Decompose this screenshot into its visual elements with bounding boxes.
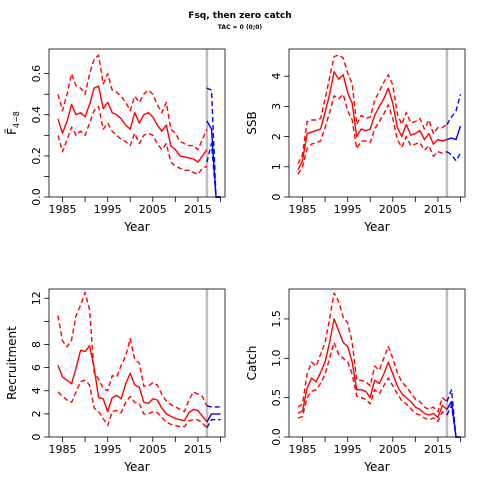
catch-y-axis-label: Catch <box>245 346 259 381</box>
ssb-x-tick-label: 2015 <box>424 203 452 216</box>
ssb-series-hist_median <box>297 70 448 171</box>
recruitment-panel: 1985 1995 2005 2015 0 2 4 6 8 12 Year Recruitment <box>5 288 226 474</box>
fbar-y-tick-label: 0.2 <box>30 147 43 165</box>
catch-series-hist_upper <box>297 292 448 413</box>
recruitment-x-tick-label: 1995 <box>94 443 122 456</box>
catch-y-tick-label: 1.0 <box>270 350 283 368</box>
catch-x-axis-label: Year <box>363 460 389 474</box>
recruitment-y-tick-label: 12 <box>30 291 43 305</box>
recruitment-x-axis-label: Year <box>123 460 149 474</box>
ssb-x-tick-label: 2005 <box>379 203 407 216</box>
recruitment-y-tick-label: 8 <box>30 341 43 348</box>
catch-y-tick-label: 0.5 <box>270 389 283 407</box>
ssb-series-hist_upper <box>297 54 448 165</box>
catch-panel: 1985 1995 2005 2015 0.0 0.5 1.0 1.5 Year Catch <box>245 288 466 474</box>
recruitment-series-hist_upper <box>57 291 208 413</box>
catch-series-hist_median <box>297 318 448 418</box>
ssb-plot-frame <box>288 48 466 198</box>
fbar-series-hist_lower <box>57 105 208 176</box>
ssb-x-tick-label: 1985 <box>289 203 317 216</box>
recruitment-series-hist_median <box>57 345 208 423</box>
chart-title: Fsq, then zero catch <box>188 11 292 21</box>
catch-x-tick-label: 2005 <box>379 443 407 456</box>
chart-subtitle: TAC = 0 (0;0) <box>217 24 263 31</box>
ssb-y-tick-label: 2 <box>270 133 283 140</box>
ssb-y-axis-label: SSB <box>245 111 259 134</box>
ssb-y-tick-label: 3 <box>270 103 283 110</box>
catch-y-tick-label: 1.5 <box>270 310 283 328</box>
recruitment-x-tick-label: 2005 <box>139 443 167 456</box>
recruitment-y-tick-label: 6 <box>30 364 43 371</box>
catch-plot-frame <box>288 288 466 438</box>
recruitment-series-proj_upper <box>206 405 221 408</box>
recruitment-y-tick-label: 0 <box>30 434 43 441</box>
ssb-series-proj_upper <box>446 94 462 125</box>
recruitment-plot-frame <box>48 288 226 438</box>
recruitment-series-proj_lower <box>206 419 221 429</box>
ssb-y-tick-label: 4 <box>270 73 283 80</box>
ssb-y-tick-label: 0 <box>270 194 283 201</box>
recruitment-series-proj_median <box>206 413 221 423</box>
fbar-x-tick-label: 2015 <box>184 203 212 216</box>
ssb-series-hist_lower <box>297 93 448 175</box>
fbar-y-axis-label-subscript: 4−8 <box>12 111 21 128</box>
recruitment-y-axis-label: Recruitment <box>5 326 19 400</box>
fbar-x-tick-label: 1985 <box>49 203 77 216</box>
fbar-x-tick-label: 2005 <box>139 203 167 216</box>
fbar-y-axis-label: F̄4−8 <box>5 111 21 135</box>
fbar-x-tick-label: 1995 <box>94 203 122 216</box>
recruitment-y-tick-label: 4 <box>30 387 43 394</box>
fbar-y-tick-label: 0.0 <box>30 188 43 206</box>
ssb-series-proj_median <box>446 125 462 141</box>
fbar-panel: 1985 1995 2005 2015 0.0 0.2 0.4 0.6 Year F̄4−8 <box>5 48 226 234</box>
fbar-x-axis-label: Year <box>123 220 149 234</box>
fbar-plot-frame <box>48 48 226 198</box>
catch-y-tick-label: 0.0 <box>270 428 283 446</box>
ssb-series-proj_lower <box>446 151 462 162</box>
recruitment-x-tick-label: 1985 <box>49 443 77 456</box>
catch-series-hist_lower <box>297 341 448 422</box>
ssb-panel: 1985 1995 2005 2015 0 1 2 3 4 Year SSB <box>245 48 466 234</box>
fbar-series-hist_median <box>57 85 208 163</box>
catch-x-tick-label: 1985 <box>289 443 317 456</box>
recruitment-x-tick-label: 2015 <box>184 443 212 456</box>
recruitment-y-tick-label: 2 <box>30 410 43 417</box>
ssb-x-tick-label: 1995 <box>334 203 362 216</box>
fbar-series-hist_upper <box>57 54 208 151</box>
catch-x-tick-label: 2015 <box>424 443 452 456</box>
catch-x-tick-label: 1995 <box>334 443 362 456</box>
fbar-y-tick-label: 0.4 <box>30 106 43 124</box>
fbar-y-tick-label: 0.6 <box>30 65 43 83</box>
fbar-series-proj_upper <box>206 87 221 198</box>
ssb-x-axis-label: Year <box>363 220 389 234</box>
catch-series-proj_upper <box>446 389 461 438</box>
recruitment-series-hist_lower <box>57 379 208 429</box>
ssb-y-tick-label: 1 <box>270 163 283 170</box>
